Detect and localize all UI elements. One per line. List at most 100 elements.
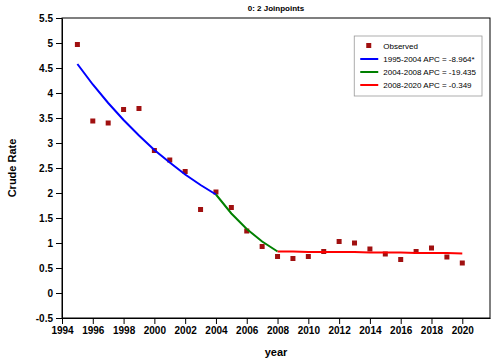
x-tick-label: 2018 [421,325,444,336]
x-axis-line [63,318,491,319]
fit-line [77,64,216,195]
legend-box [354,36,482,96]
legend-item: 2004-2008 APC = -19.435 [360,68,476,77]
x-tick: 2006 [236,318,259,336]
x-tick-label: 2016 [390,325,413,336]
x-tick-mark [308,318,309,324]
y-axis: -0.500.511.522.533.544.555.5 [36,13,63,324]
x-tick-label: 2000 [144,325,167,336]
x-axis: 1994 1996 1998 2000 2002 2004 2006 2008 2010 2012… [51,318,490,336]
y-tick: 1 [47,238,62,249]
observed-point [275,254,280,259]
title: 0: 2 Joinpoints [248,4,305,13]
y-tick-mark [56,293,62,294]
x-tick-mark [278,318,279,324]
x-tick: 2016 [390,318,413,336]
x-tick: 2008 [267,318,290,336]
observed-point [75,42,80,47]
observed-point [229,205,234,210]
y-tick-mark [56,118,62,119]
x-tick: 2004 [205,318,228,336]
x-tick-label: 2002 [175,325,198,336]
y-axis-line [62,19,63,319]
y-tick-mark [56,43,62,44]
y-tick-label: 4 [47,88,53,99]
x-tick-mark [339,318,340,324]
y-tick-label: 2 [47,188,53,199]
observed-point [337,239,342,244]
x-tick-mark [431,318,432,324]
x-tick-label: 2020 [452,325,475,336]
x-tick-label: 1994 [51,325,74,336]
legend-swatch [360,84,378,86]
fit-line [216,195,278,252]
observed-point [90,119,95,124]
observed-point [460,261,465,266]
y-tick-mark [56,93,62,94]
x-tick: 1998 [113,318,136,336]
y-tick-label: 1 [47,238,53,249]
legend-swatch [360,71,378,73]
legend-swatch [360,58,378,60]
x-tick-mark [247,318,248,324]
x-tick: 2012 [328,318,351,336]
y-tick: -0.5 [36,313,62,324]
x-tick: 2010 [298,318,321,336]
x-tick: 2018 [421,318,444,336]
x-tick-label: 1998 [113,325,136,336]
observed-point [290,256,295,261]
plot-frame [62,18,490,318]
observed-point [136,106,141,111]
observed-point [367,247,372,252]
y-tick: 0 [47,288,62,299]
x-tick-mark [370,318,371,324]
y-tick-label: 3 [47,138,53,149]
x-tick-label: 2006 [236,325,259,336]
y-tick-mark [56,318,62,319]
x-tick-label: 2008 [267,325,290,336]
x-tick-mark [62,318,63,324]
y-tick-mark [56,18,62,19]
x-tick-label: 1996 [82,325,105,336]
y-tick-label: 0 [47,288,53,299]
x-tick: 2014 [359,318,382,336]
y-tick-mark [56,218,62,219]
y-tick: 4.5 [39,63,62,74]
x-tick: 2000 [144,318,167,336]
y-tick-label: 3.5 [39,113,53,124]
x-tick-mark [462,318,463,324]
y-tick-label: 2.5 [39,163,53,174]
legend-item: Observed [366,42,418,51]
y-tick-mark [56,168,62,169]
legend-item: 2008-2020 APC = -0.349 [360,81,472,90]
y-tick-label: 5.5 [39,13,53,24]
y-tick-mark [56,243,62,244]
legend-item: 1995-2004 APC = -8.964* [360,55,474,64]
y-tick: 4 [47,88,62,99]
observed-point [429,246,434,251]
fit-line [278,252,463,254]
y-tick: 1.5 [39,213,62,224]
observed-point [121,107,126,112]
x-tick-mark [154,318,155,324]
observed-point [398,257,403,262]
y-tick-label: 5 [47,38,53,49]
y-tick-mark [56,143,62,144]
y-tick-label: 4.5 [39,63,53,74]
legend-label: 1995-2004 APC = -8.964* [383,55,474,64]
legend-label: 2008-2020 APC = -0.349 [383,81,472,90]
y-tick-label: -0.5 [36,313,54,324]
x-tick-mark [216,318,217,324]
observed-point [198,207,203,212]
x-tick-label: 2014 [359,325,382,336]
y-tick: 5.5 [39,13,62,24]
x-tick: 1994 [51,318,74,336]
legend: Observed 1995-2004 APC = -8.964* 2004-2008… [354,36,482,96]
x-tick-mark [124,318,125,324]
x-tick-label: 2004 [205,325,228,336]
y-tick-label: 1.5 [39,213,53,224]
y-tick: 2 [47,188,62,199]
observed-point [306,254,311,259]
legend-swatch [366,43,371,48]
x-tick: 2020 [452,318,475,336]
